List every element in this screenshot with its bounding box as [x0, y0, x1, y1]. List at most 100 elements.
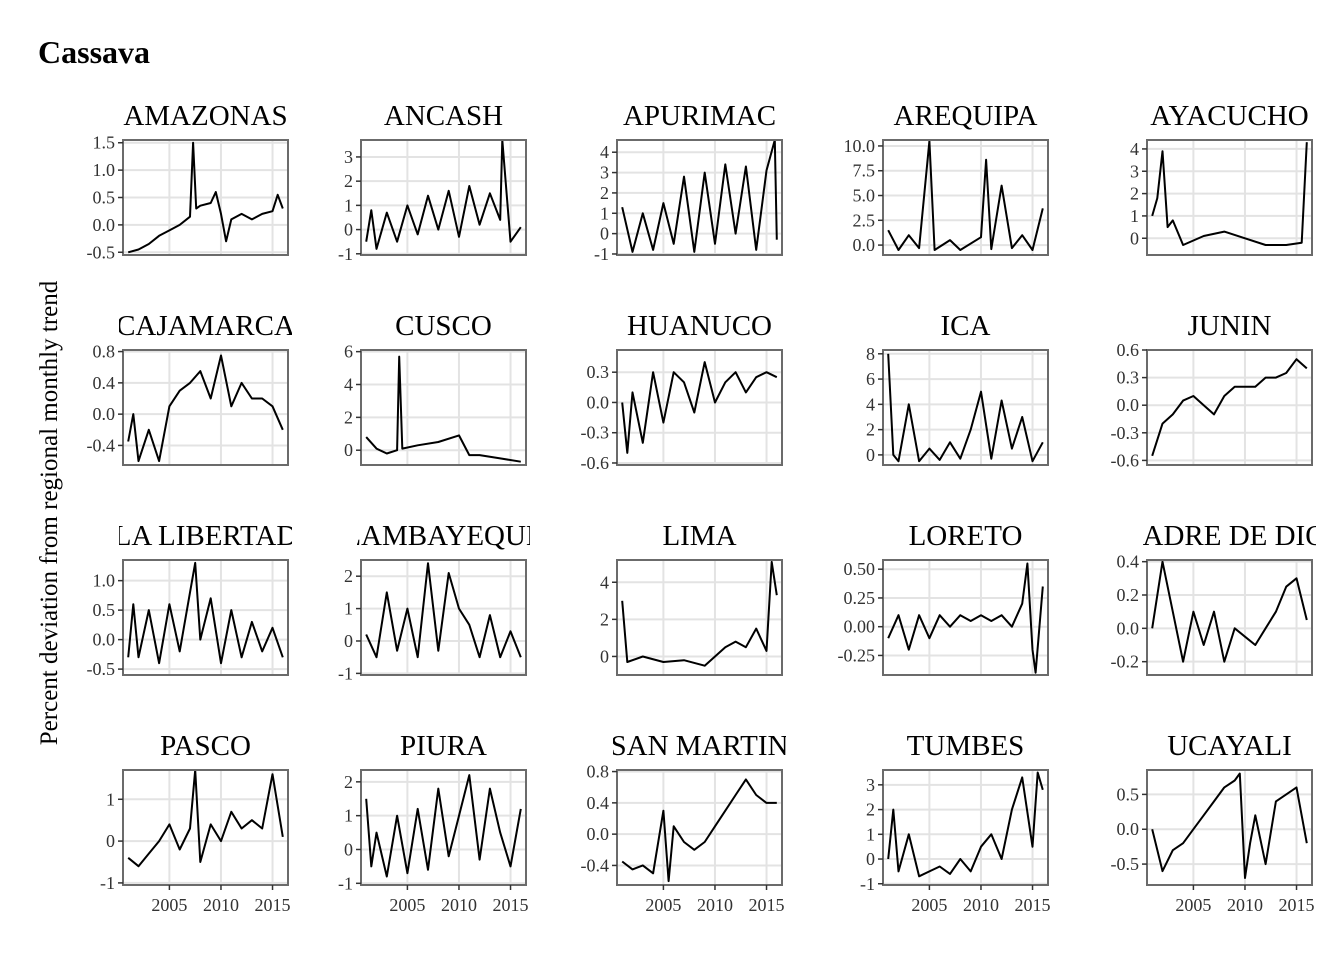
panel-border [122, 349, 289, 466]
facet-strip-label: ICA [941, 310, 991, 342]
facet-strip-label: CUSCO [395, 310, 492, 342]
series-line [621, 140, 778, 253]
facet-strip-label: CAJAMARCA [116, 310, 295, 342]
y-tick-label: 6 [344, 342, 353, 362]
y-tick-label: 3 [866, 775, 875, 795]
grid-lines [883, 560, 1048, 675]
x-tick-label: 2005 [911, 895, 947, 915]
y-tick-label: 0.3 [587, 362, 610, 382]
y-tick-label: 0.4 [1117, 552, 1140, 572]
facet-strip-label: PIURA [400, 730, 487, 762]
y-tick-label: 2 [344, 407, 353, 427]
panel-border [1146, 769, 1313, 886]
y-tick-label: 2 [344, 171, 353, 191]
y-tick-label: 0.8 [93, 342, 116, 362]
series-line [127, 354, 284, 463]
y-tick-label: 0.5 [93, 600, 116, 620]
grid-lines [617, 770, 782, 885]
facet-panel: AREQUIPA 0.0 2.5 5.0 7.5 10.0 [844, 100, 1049, 256]
y-tick-label: 3 [1130, 161, 1139, 181]
facet-panel: LIMA 0 2 4 [600, 520, 783, 676]
y-tick-label: 4 [600, 572, 609, 592]
y-axis-label: Percent deviation from regional monthly … [36, 280, 63, 745]
series-line [365, 562, 522, 659]
y-tick-label: 0.3 [1117, 368, 1140, 388]
y-tick-label: 4 [600, 142, 609, 162]
y-tick-label: 0.0 [1117, 395, 1140, 415]
panel-border [882, 349, 1049, 466]
y-tick-label: -0.3 [1111, 423, 1140, 443]
grid-lines [883, 770, 1048, 885]
grid-lines [617, 140, 782, 255]
facet-panel: TUMBES -1 0 1 2 3 2005 2010 2015 [860, 730, 1051, 915]
facet-panel: ANCASH -1 0 1 2 3 [338, 100, 527, 264]
x-tick-label: 2015 [1279, 895, 1315, 915]
panel-border [1146, 139, 1313, 256]
grid-lines [1147, 350, 1312, 465]
y-tick-label: 0 [344, 440, 353, 460]
y-tick-label: 2 [344, 566, 353, 586]
y-tick-label: -1 [338, 663, 353, 683]
x-tick-label: 2005 [1175, 895, 1211, 915]
panel-border [616, 769, 783, 886]
panel-border [1146, 559, 1313, 676]
grid-lines [1147, 560, 1312, 675]
y-tick-label: 2 [344, 772, 353, 792]
y-tick-label: 1 [344, 599, 353, 619]
y-tick-label: 0.4 [587, 793, 610, 813]
facet-strip-label: LAMBAYEQUE [343, 520, 543, 552]
y-tick-label: 1 [1130, 206, 1139, 226]
panel-border [360, 349, 527, 466]
facet-panel: SAN MARTIN -0.4 0.0 0.4 0.8 2005 2010 2015 [581, 730, 787, 915]
y-tick-label: -1 [100, 873, 115, 893]
series-line [365, 140, 522, 250]
facet-strip-label: TUMBES [907, 730, 1025, 762]
y-tick-label: 5.0 [853, 186, 876, 206]
facet-panel: CAJAMARCA -0.4 0.0 0.4 0.8 [87, 310, 295, 466]
grid-lines [123, 140, 288, 255]
facet-panel: LORETO -0.25 0.00 0.25 0.50 [838, 520, 1049, 676]
panel-border [360, 769, 527, 886]
facet-strip-label: LA LIBERTAD [114, 520, 298, 552]
y-tick-label: 0 [344, 631, 353, 651]
x-tick-label: 2010 [1227, 895, 1263, 915]
series-line [127, 141, 284, 254]
series-line [621, 560, 778, 667]
x-tick-label: 2015 [493, 895, 529, 915]
facet-strip-label: JUNIN [1188, 310, 1272, 342]
y-tick-label: 0 [600, 646, 609, 666]
series-line [621, 361, 778, 454]
grid-lines [1147, 140, 1312, 255]
y-tick-label: -0.2 [1111, 652, 1140, 672]
y-tick-label: -0.6 [581, 453, 610, 473]
y-tick-label: 0 [106, 831, 115, 851]
facet-panel: JUNIN -0.6 -0.3 0.0 0.3 0.6 [1111, 310, 1313, 470]
y-tick-label: 0.0 [93, 630, 116, 650]
grid-lines [123, 560, 288, 675]
x-tick-label: 2010 [963, 895, 999, 915]
grid-lines [361, 350, 526, 465]
facet-strip-label: LIMA [662, 520, 736, 552]
facet-strip-label: LORETO [909, 520, 1023, 552]
y-tick-label: 0.8 [587, 762, 610, 782]
y-tick-label: 3 [344, 147, 353, 167]
y-tick-label: 1.0 [93, 160, 116, 180]
y-tick-label: 0 [866, 849, 875, 869]
facet-panel: AYACUCHO 012 34 [1130, 100, 1313, 256]
y-tick-label: 7.5 [853, 161, 876, 181]
series-line [1151, 772, 1308, 879]
y-tick-label: 4 [1130, 139, 1139, 159]
x-tick-label: 2005 [151, 895, 187, 915]
facet-strip-label: UCAYALI [1167, 730, 1292, 762]
facet-panel: MADRE DE DIOS -0.2 0.0 0.2 0.4 [1111, 520, 1316, 676]
y-tick-label: 6 [866, 369, 875, 389]
facet-panel: LA LIBERTAD -0.5 0.0 0.5 1.0 [87, 520, 298, 679]
grid-lines [883, 350, 1048, 465]
panel-border [882, 769, 1049, 886]
x-tick-label: 2005 [645, 895, 681, 915]
y-tick-label: -1 [338, 873, 353, 893]
facet-strip-label: PASCO [160, 730, 251, 762]
y-tick-label: 2 [866, 420, 875, 440]
y-tick-label: 2 [866, 800, 875, 820]
